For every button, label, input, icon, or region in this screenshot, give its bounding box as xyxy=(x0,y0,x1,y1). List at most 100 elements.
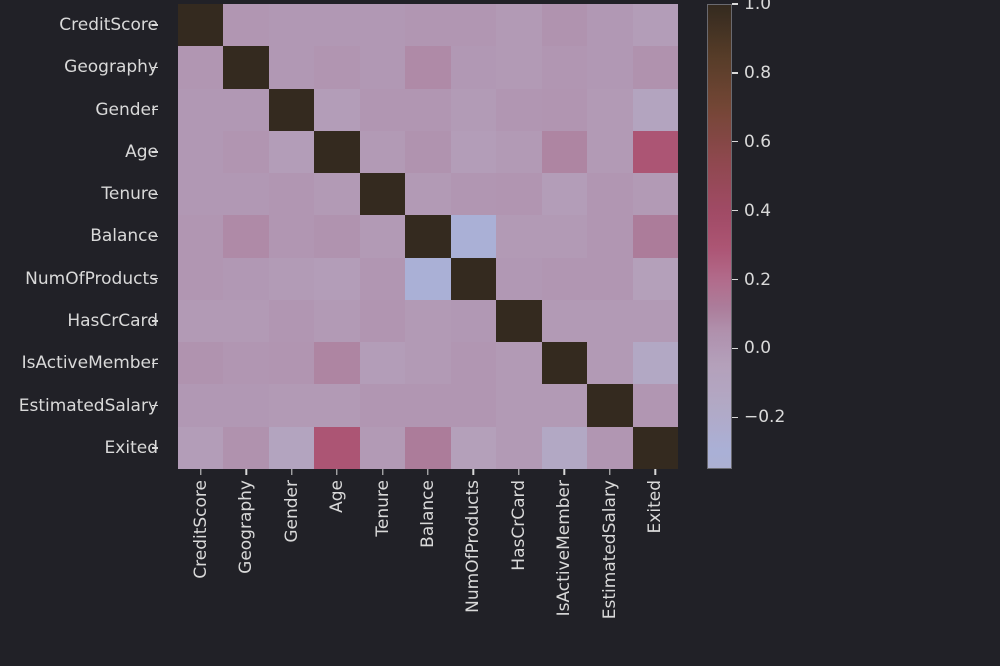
heatmap-cell xyxy=(178,173,224,216)
heatmap-cell xyxy=(268,215,315,258)
x-tick-label-hascrcard: HasCrCard xyxy=(496,469,541,659)
heatmap-cell xyxy=(587,88,633,131)
heatmap-cell xyxy=(314,342,360,385)
heatmap-cell xyxy=(587,426,633,469)
colorbar-tick-text: 0.4 xyxy=(744,200,772,221)
heatmap-cell xyxy=(359,215,406,258)
heatmap-cell xyxy=(178,299,224,343)
colorbar-tick-text: −0.2 xyxy=(744,407,786,428)
y-tick-label-creditscore: CreditScore xyxy=(59,4,158,46)
x-tick-mark xyxy=(200,469,202,475)
x-tick-label-exited: Exited xyxy=(633,469,678,659)
heatmap-cell xyxy=(178,4,224,47)
y-tick-label-estimatedsalary: EstimatedSalary xyxy=(19,384,158,426)
y-tick-label-balance: Balance xyxy=(90,215,158,257)
heatmap-cell xyxy=(632,342,678,385)
x-tick-label-text: Age xyxy=(327,480,348,513)
colorbar-tick-text: 0.0 xyxy=(744,338,772,359)
heatmap-cell xyxy=(314,46,360,89)
heatmap-cell xyxy=(314,88,360,131)
heatmap-cell xyxy=(496,426,542,469)
heatmap-cell xyxy=(496,88,542,131)
heatmap-cell xyxy=(178,257,224,300)
heatmap-cell xyxy=(405,46,451,89)
heatmap-cell xyxy=(359,299,406,343)
x-tick-mark xyxy=(563,469,566,475)
heatmap-cell xyxy=(223,215,269,258)
heatmap-cell xyxy=(450,215,497,258)
heatmap-cell xyxy=(223,88,269,131)
heatmap-cell xyxy=(268,384,315,427)
heatmap-cell xyxy=(314,257,360,300)
heatmap-cell xyxy=(405,88,451,131)
heatmap-cell xyxy=(450,173,497,216)
x-tick-label-gender: Gender xyxy=(269,469,314,659)
heatmap-cell xyxy=(268,46,315,89)
heatmap-cell xyxy=(405,426,451,469)
x-tick-label-numofproducts: NumOfProducts xyxy=(451,469,496,659)
x-tick-label-text: CreditScore xyxy=(190,480,211,579)
x-tick-mark xyxy=(290,469,293,475)
heatmap-cell xyxy=(359,426,406,469)
heatmap-cell xyxy=(268,299,315,343)
heatmap-cell xyxy=(223,342,269,385)
heatmap-plot-area xyxy=(178,4,678,469)
heatmap-cell xyxy=(541,342,588,385)
colorbar-tick-mark xyxy=(732,141,738,143)
heatmap-cell xyxy=(178,426,224,469)
colorbar-tick-mark xyxy=(732,278,738,281)
x-tick-mark xyxy=(381,469,384,475)
heatmap-cell xyxy=(541,46,588,89)
heatmap-cell xyxy=(268,342,315,385)
heatmap-cell xyxy=(359,173,406,216)
heatmap-cell xyxy=(632,4,678,47)
heatmap-cell xyxy=(359,88,406,131)
y-tick-label-exited: Exited xyxy=(105,427,158,469)
heatmap-cell xyxy=(632,384,678,427)
heatmap-cell xyxy=(587,4,633,47)
heatmap-cell xyxy=(314,130,360,174)
heatmap-cell xyxy=(496,46,542,89)
heatmap-cell xyxy=(359,130,406,174)
x-tick-label-text: NumOfProducts xyxy=(463,480,484,613)
colorbar-tick-mark xyxy=(732,72,738,74)
colorbar-tick-labels: −0.2 0.0 0.2 0.4 0.6 0.8 1.0 xyxy=(707,0,827,469)
y-tick-mark xyxy=(152,108,158,111)
y-tick-label-text: Balance xyxy=(90,226,158,247)
x-tick-label-tenure: Tenure xyxy=(360,469,405,659)
heatmap-cell xyxy=(632,215,678,258)
colorbar xyxy=(707,4,732,469)
x-tick-mark xyxy=(472,469,475,475)
x-tick-mark xyxy=(336,469,338,475)
y-tick-label-text: Tenure xyxy=(101,184,158,205)
heatmap-cell xyxy=(405,4,451,47)
y-tick-label-age: Age xyxy=(125,131,158,173)
y-tick-mark xyxy=(152,24,158,26)
heatmap-cell xyxy=(268,426,315,469)
colorbar-tick-text: 0.6 xyxy=(744,131,772,152)
y-tick-mark xyxy=(152,193,158,195)
heatmap-cell xyxy=(496,257,542,300)
heatmap-cell xyxy=(405,173,451,216)
heatmap-cell xyxy=(314,299,360,343)
heatmap-cell xyxy=(541,88,588,131)
y-axis-tick-labels: CreditScore Geography Gender Age Tenure Balan… xyxy=(0,4,168,469)
heatmap-cell xyxy=(541,384,588,427)
heatmap-cell xyxy=(178,342,224,385)
y-tick-label-text: Age xyxy=(125,141,158,162)
x-tick-label-text: Gender xyxy=(281,480,302,543)
heatmap-cell xyxy=(314,215,360,258)
heatmap-cell xyxy=(223,130,269,174)
y-tick-label-text: Exited xyxy=(104,437,158,458)
y-tick-label-geography: Geography xyxy=(64,46,158,88)
y-tick-label-text: Geography xyxy=(64,57,158,78)
x-axis-tick-labels: CreditScore Geography Gender Age Tenure Balan… xyxy=(178,469,678,659)
heatmap-cell xyxy=(405,299,451,343)
heatmap-cell xyxy=(632,299,678,343)
colorbar-tick-text: 1.0 xyxy=(744,0,772,14)
heatmap-cell xyxy=(450,342,497,385)
y-tick-label-tenure: Tenure xyxy=(101,173,158,215)
heatmap-cell xyxy=(314,173,360,216)
heatmap-cell xyxy=(405,257,451,300)
y-tick-label-numofproducts: NumOfProducts xyxy=(25,258,158,300)
